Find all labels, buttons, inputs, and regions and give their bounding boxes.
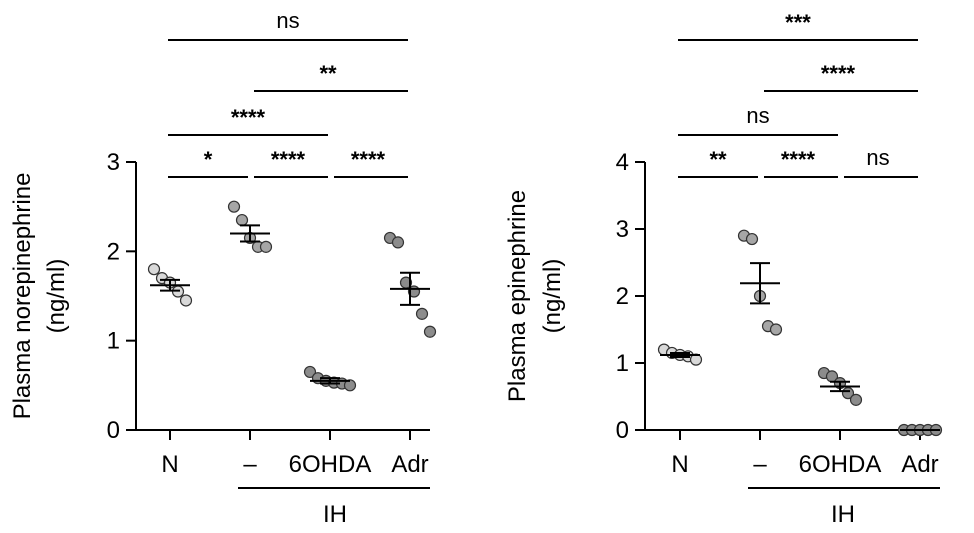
y-tick-label: 1: [107, 328, 120, 355]
data-point: [147, 263, 161, 276]
epinephrine-panel: 0 1 2 3 4 N – 6OHDA Adr IH Plasma epinephrine (ng/m…: [504, 10, 943, 528]
significance-label: **: [709, 147, 727, 172]
category-label: Adr: [391, 451, 428, 478]
category-label: N: [161, 451, 178, 478]
y-tick-label: 4: [616, 149, 629, 176]
category-label: 6OHDA: [799, 451, 882, 478]
significance-label: ****: [351, 147, 386, 172]
data-point: [303, 365, 317, 379]
y-tick-label: 2: [107, 238, 120, 265]
significance-label: ns: [276, 8, 299, 33]
data-point: [849, 393, 863, 406]
y-axis-label: Plasma norepinephrine: [9, 173, 36, 420]
y-tick-label: 0: [616, 417, 629, 444]
y-axis-label: Plasma epinephrine: [504, 190, 531, 402]
category-label: 6OHDA: [289, 451, 372, 478]
category-label: N: [671, 451, 688, 478]
significance-label: **: [319, 61, 337, 86]
category-label: –: [753, 451, 767, 478]
significance-label: ****: [781, 147, 816, 172]
significance-label: ***: [785, 10, 811, 35]
category-label: Adr: [901, 451, 938, 478]
significance-label: ****: [271, 147, 306, 172]
y-axis-unit-label: (ng/ml): [539, 259, 566, 334]
data-point: [415, 307, 429, 320]
y-axis-unit-label: (ng/ml): [43, 259, 70, 334]
significance-label: ns: [866, 145, 889, 170]
significance-label: ****: [231, 105, 266, 130]
data-point: [227, 200, 241, 213]
data-point: [179, 294, 193, 307]
group-label: IH: [323, 501, 347, 528]
significance-label: ****: [821, 61, 856, 86]
group-label: IH: [831, 501, 855, 528]
data-point: [745, 232, 759, 246]
y-tick-label: 2: [616, 283, 629, 310]
y-tick-label: 3: [616, 216, 629, 243]
data-point: [259, 240, 273, 253]
y-tick-label: 3: [107, 149, 120, 176]
norepinephrine-panel: 0 1 2 3 N – 6OHDA Adr IH Plasma norepinephrine (ng…: [9, 8, 437, 528]
significance-label: *: [204, 147, 213, 172]
data-point: [343, 379, 357, 392]
data-point: [391, 236, 405, 249]
data-point: [235, 213, 249, 227]
category-label: –: [243, 451, 257, 478]
significance-label: ns: [746, 103, 769, 128]
data-point: [423, 325, 437, 338]
y-tick-label: 0: [107, 417, 120, 444]
data-point: [769, 323, 783, 336]
y-tick-label: 1: [616, 350, 629, 377]
